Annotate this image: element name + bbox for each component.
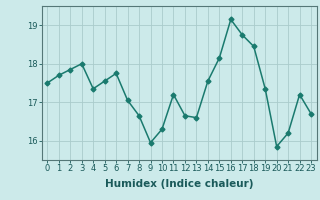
X-axis label: Humidex (Indice chaleur): Humidex (Indice chaleur) xyxy=(105,179,253,189)
